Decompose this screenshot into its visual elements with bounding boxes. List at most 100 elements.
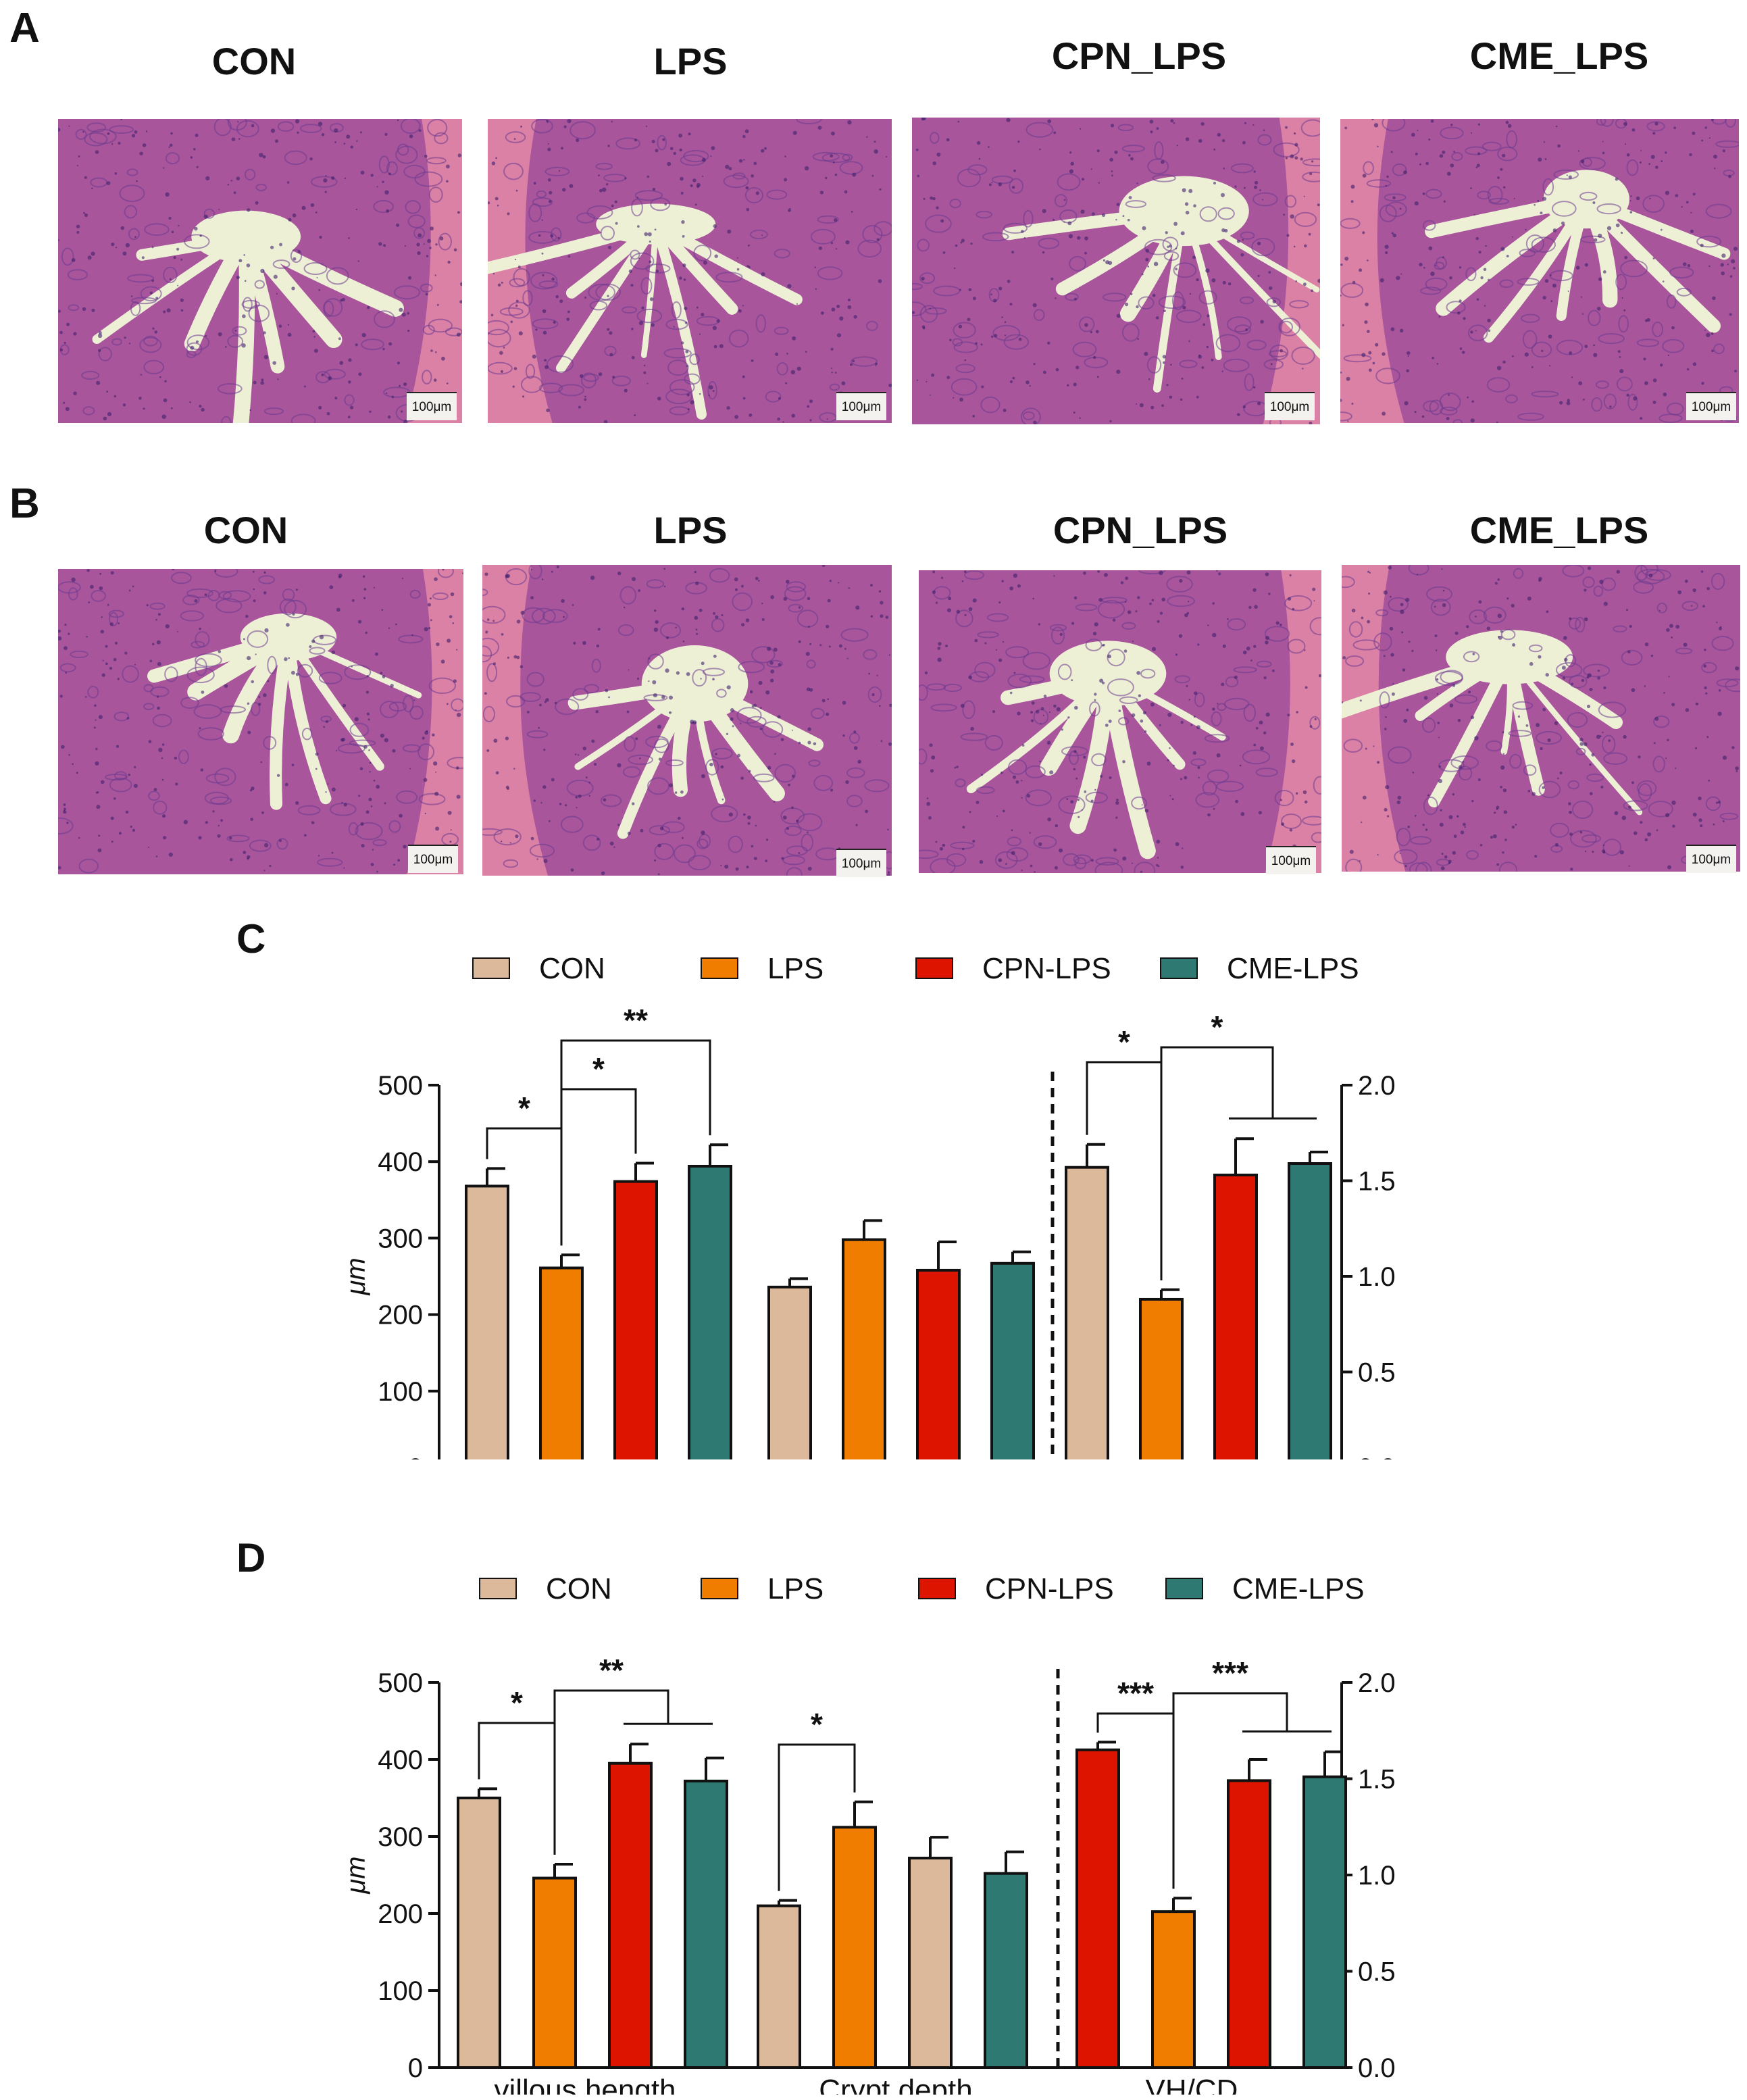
nucleus: [1647, 832, 1652, 836]
nucleus: [1507, 597, 1509, 600]
nucleus: [1457, 311, 1461, 315]
nucleus: [1254, 185, 1257, 189]
nucleus: [323, 726, 326, 728]
nucleus: [1030, 711, 1033, 714]
nucleus: [351, 666, 353, 668]
nucleus: [786, 580, 790, 584]
nucleus: [588, 795, 590, 797]
nucleus: [1472, 653, 1475, 655]
nucleus: [1713, 823, 1715, 826]
crypt-cell: [1388, 746, 1412, 764]
crypt-cell: [711, 618, 725, 632]
nucleus: [1436, 678, 1439, 681]
nucleus: [1442, 589, 1445, 592]
nucleus: [1414, 411, 1417, 414]
nucleus: [684, 322, 688, 324]
crypt-cell: [925, 307, 947, 315]
crypt-cell: [1198, 290, 1217, 305]
nucleus: [865, 809, 868, 814]
crypt-cell: [582, 834, 601, 851]
crypt-cell: [1266, 297, 1282, 307]
nucleus: [1448, 394, 1450, 396]
nucleus: [690, 184, 693, 187]
nucleus: [249, 409, 251, 411]
nucleus: [563, 616, 565, 618]
nucleus: [1440, 809, 1442, 811]
crypt-cell: [765, 391, 782, 403]
nucleus: [1538, 655, 1542, 659]
nucleus: [980, 343, 983, 346]
nucleus: [1718, 626, 1722, 630]
nucleus: [1074, 705, 1078, 710]
nucleus: [530, 569, 533, 571]
nucleus: [685, 350, 689, 353]
nucleus: [250, 818, 254, 821]
nucleus: [676, 671, 680, 675]
crypt-cell: [1215, 334, 1241, 353]
nucleus: [1593, 353, 1598, 357]
nucleus: [98, 715, 103, 720]
nucleus: [365, 691, 370, 694]
crypt-cell: [297, 805, 321, 816]
nucleus: [715, 615, 719, 619]
nucleus: [647, 232, 652, 236]
crypt-cell: [1117, 124, 1134, 132]
crypt-cell: [1085, 791, 1108, 804]
nucleus: [1304, 244, 1307, 248]
bar: [1213, 1174, 1258, 1459]
crypt-cell: [61, 247, 74, 266]
crypt-cell: [796, 119, 822, 125]
category-label: VH/CD: [1146, 2074, 1238, 2095]
crypt-cell: [786, 867, 803, 876]
nucleus: [1435, 649, 1438, 651]
nucleus: [1698, 796, 1702, 801]
nucleus: [1263, 676, 1267, 680]
bar: [1151, 1910, 1196, 2070]
crypt-cell: [1049, 624, 1067, 632]
nucleus: [680, 191, 684, 195]
nucleus: [1280, 624, 1282, 626]
nucleus: [218, 209, 220, 210]
nucleus: [323, 178, 328, 183]
nucleus: [272, 361, 277, 365]
crypt-cell: [1302, 171, 1320, 182]
nucleus: [72, 763, 74, 766]
nucleus: [1017, 711, 1021, 716]
nucleus: [1500, 630, 1503, 633]
crypt-cell: [703, 668, 725, 676]
nucleus: [84, 696, 87, 698]
nucleus: [111, 243, 115, 247]
crypt-cell: [1598, 701, 1627, 718]
crypt-cell: [1556, 339, 1584, 355]
crypt-cell: [1603, 393, 1617, 410]
nucleus: [1668, 676, 1670, 678]
nucleus: [714, 254, 718, 258]
nucleus: [430, 619, 432, 622]
nucleus: [1111, 170, 1113, 172]
nucleus: [401, 578, 403, 580]
nucleus: [1403, 170, 1407, 174]
nucleus: [611, 120, 613, 123]
nucleus: [311, 639, 315, 643]
crypt-cell: [205, 773, 230, 784]
nucleus: [441, 356, 445, 361]
nucleus: [1130, 293, 1133, 295]
crypt-cell: [58, 817, 74, 834]
crypt-cell: [716, 689, 727, 698]
crypt-cell: [1423, 400, 1440, 412]
crypt-cell: [665, 759, 684, 767]
nucleus: [199, 627, 201, 630]
nucleus: [310, 203, 315, 207]
nucleus: [1294, 143, 1298, 147]
crypt-cell: [182, 595, 200, 605]
nucleus: [1351, 403, 1354, 405]
nucleus: [1289, 828, 1293, 832]
nucleus: [917, 174, 919, 178]
nucleus: [425, 293, 428, 296]
nucleus: [1361, 353, 1366, 357]
crypt-cell: [1107, 678, 1134, 697]
crypt-cell: [1343, 354, 1372, 363]
crypt-cell: [862, 225, 883, 243]
nucleus: [1148, 378, 1150, 380]
nucleus: [87, 255, 92, 260]
